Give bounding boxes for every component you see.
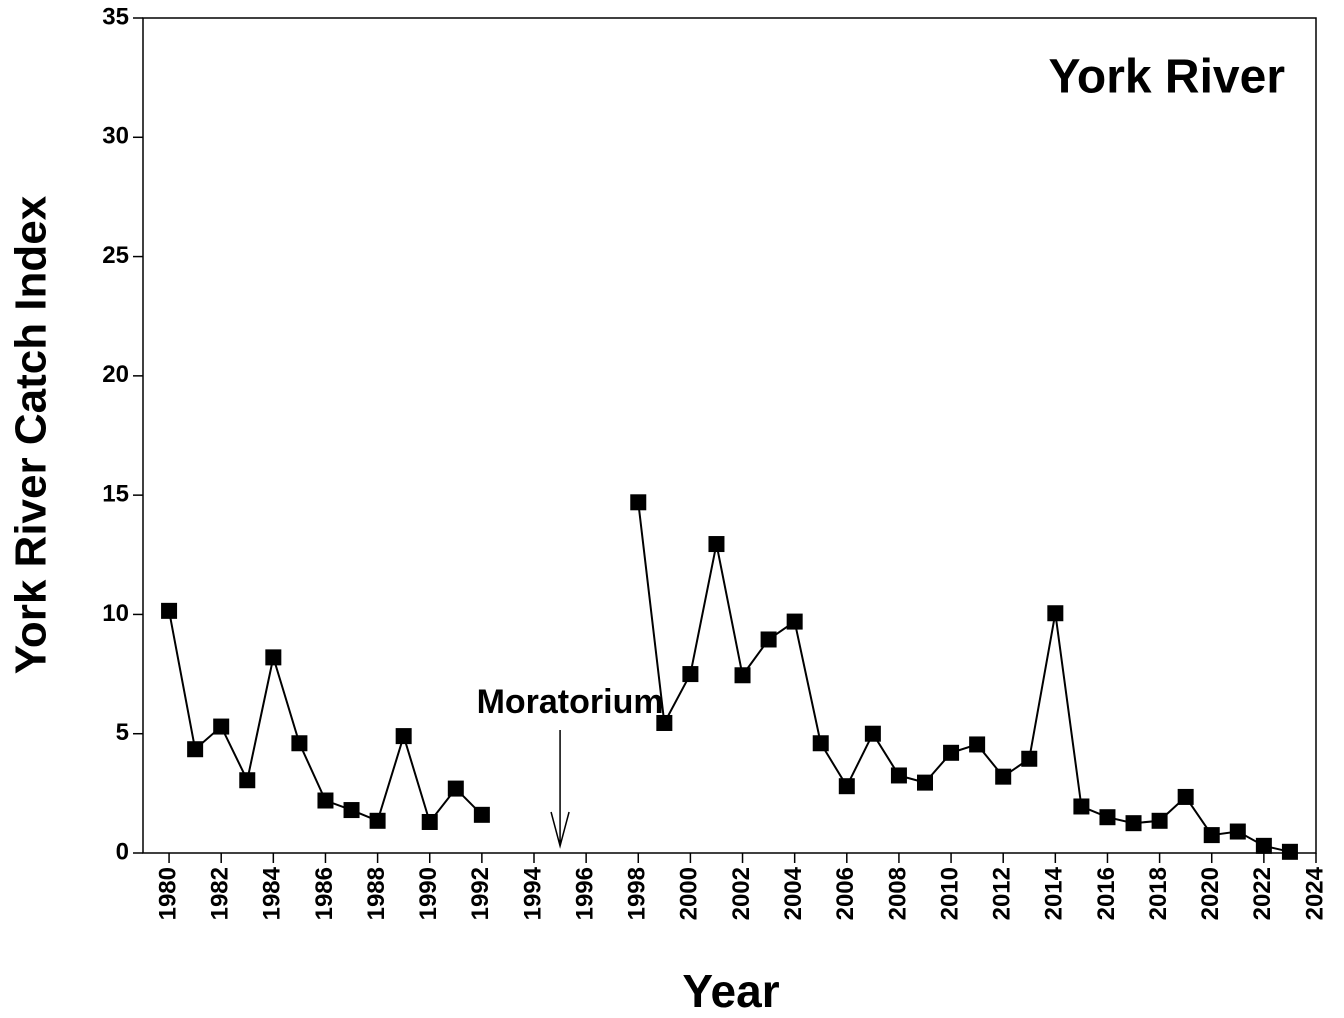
- data-point: [265, 649, 282, 666]
- data-point: [161, 602, 178, 619]
- y-tick-label: 5: [116, 719, 129, 746]
- data-point: [1151, 812, 1168, 829]
- data-point: [864, 725, 881, 742]
- y-tick-label: 30: [102, 123, 129, 150]
- data-point: [239, 772, 256, 789]
- x-tick-label: 2006: [832, 867, 859, 920]
- data-point: [1177, 788, 1194, 805]
- x-tick-label: 1980: [154, 867, 181, 920]
- data-point: [760, 631, 777, 648]
- x-tick-label: 2014: [1041, 866, 1068, 920]
- x-tick-label: 1986: [311, 867, 338, 920]
- data-point: [395, 728, 412, 745]
- x-tick-label: 2022: [1249, 867, 1276, 920]
- data-point: [317, 792, 334, 809]
- y-tick-label: 35: [102, 3, 129, 30]
- data-point: [890, 767, 907, 784]
- data-point: [943, 744, 960, 761]
- data-point: [473, 806, 490, 823]
- x-tick-label: 2000: [676, 867, 703, 920]
- x-axis-label: Year: [682, 965, 779, 1017]
- data-point: [786, 613, 803, 630]
- data-point: [421, 813, 438, 830]
- x-tick-label: 1988: [363, 867, 390, 920]
- data-point: [812, 735, 829, 752]
- chart-title: York River: [1048, 51, 1285, 104]
- x-tick-label: 1996: [571, 867, 598, 920]
- data-point: [1229, 823, 1246, 840]
- x-tick-label: 2002: [728, 867, 755, 920]
- annotation: Moratorium: [477, 683, 664, 721]
- data-point: [1021, 750, 1038, 767]
- plot-frame: [142, 17, 1317, 854]
- y-tick-label: 0: [116, 838, 129, 865]
- data-point: [656, 714, 673, 731]
- x-tick-label: 2020: [1197, 867, 1224, 920]
- y-tick-label: 20: [102, 361, 129, 388]
- y-axis-label: York River Catch Index: [7, 195, 56, 674]
- x-tick-label: 1994: [519, 866, 546, 920]
- data-point: [995, 768, 1012, 785]
- data-point: [838, 778, 855, 795]
- data-point: [917, 774, 933, 791]
- x-tick-label: 2008: [884, 867, 911, 920]
- data-point: [1099, 809, 1116, 826]
- data-point: [630, 494, 647, 511]
- data-point: [369, 812, 386, 829]
- data-point: [682, 666, 699, 683]
- annotation-arrow: [550, 730, 570, 849]
- data-point: [1203, 827, 1220, 844]
- x-tick-label: 2016: [1093, 867, 1120, 920]
- x-tick-label: 2004: [780, 866, 807, 920]
- y-tick-label: 10: [102, 600, 129, 627]
- data-point: [969, 736, 986, 753]
- data-point: [1125, 815, 1142, 832]
- data-point: [1047, 605, 1064, 622]
- data-point: [1255, 837, 1272, 854]
- x-tick-label: 2018: [1145, 867, 1172, 920]
- x-tick-label: 2012: [989, 867, 1016, 920]
- x-tick-label: 1990: [415, 867, 442, 920]
- data-point: [734, 667, 751, 684]
- data-point: [343, 802, 360, 819]
- series-line: [168, 502, 1291, 853]
- y-tick-label: 25: [102, 242, 129, 269]
- data-point: [708, 536, 725, 553]
- y-tick-label: 15: [102, 480, 129, 507]
- x-tick-label: 1998: [624, 867, 651, 920]
- x-tick-label: 1984: [259, 866, 286, 920]
- x-tick-label: 2024: [1301, 866, 1328, 920]
- data-point: [213, 718, 230, 735]
- data-point: [187, 741, 204, 758]
- x-tick-label: 1992: [467, 867, 494, 920]
- data-point: [291, 735, 308, 752]
- data-point: [447, 780, 464, 797]
- x-tick-label: 2010: [936, 867, 963, 920]
- data-point: [1073, 798, 1090, 815]
- data-point: [1281, 843, 1298, 860]
- x-tick-label: 1982: [207, 867, 234, 920]
